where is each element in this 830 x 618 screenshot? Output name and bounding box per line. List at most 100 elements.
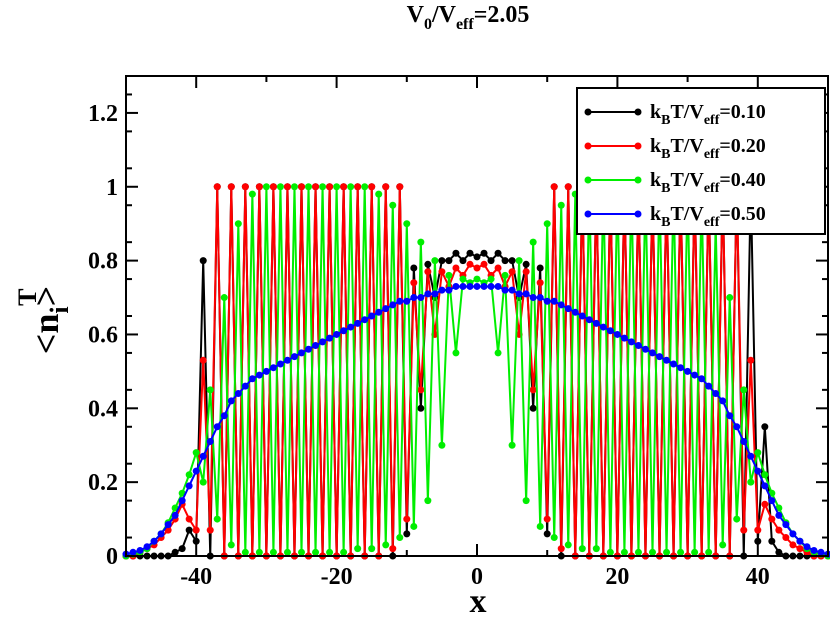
data-point — [361, 183, 369, 191]
x-tick-label: 0 — [471, 564, 483, 590]
data-point — [213, 423, 221, 431]
data-point — [283, 183, 291, 191]
series-group — [122, 183, 830, 560]
data-point — [550, 183, 558, 191]
title-slash: /V — [431, 2, 457, 28]
data-point — [171, 548, 179, 556]
data-point — [529, 294, 537, 302]
y-tick-label: 0.8 — [88, 249, 118, 275]
data-point — [396, 297, 404, 305]
data-point — [810, 546, 818, 554]
data-point — [326, 183, 334, 191]
data-point — [389, 545, 397, 553]
data-point — [740, 386, 748, 394]
data-point — [241, 382, 249, 390]
data-point — [543, 297, 551, 305]
data-point — [431, 290, 439, 298]
data-point — [599, 323, 607, 331]
y-tick-label: 0.6 — [88, 322, 118, 348]
data-point — [466, 249, 474, 257]
data-point — [663, 548, 671, 556]
title-sub0: 0 — [424, 16, 432, 33]
data-point — [578, 545, 586, 553]
data-point — [726, 294, 734, 302]
data-point — [199, 452, 207, 460]
legend-marker-4a — [584, 210, 592, 218]
data-point — [283, 548, 291, 556]
data-point — [522, 497, 530, 505]
y-tick-label: 1 — [106, 175, 118, 201]
data-point — [192, 467, 200, 475]
data-point — [754, 537, 762, 545]
data-point — [508, 268, 516, 276]
data-point — [403, 530, 411, 538]
data-point — [438, 441, 446, 449]
data-point — [634, 548, 642, 556]
data-point — [529, 238, 537, 246]
data-point — [803, 543, 811, 551]
data-point — [262, 367, 270, 375]
data-point — [473, 282, 481, 290]
data-point — [396, 534, 404, 542]
data-point — [227, 183, 235, 191]
data-point — [129, 548, 137, 556]
title-rest: =2.05 — [474, 2, 530, 28]
data-point — [494, 282, 502, 290]
data-point — [241, 548, 249, 556]
data-point — [768, 515, 776, 523]
data-point — [220, 294, 228, 302]
data-point — [150, 537, 158, 545]
data-point — [452, 282, 460, 290]
data-point — [649, 548, 656, 556]
data-point — [796, 545, 804, 553]
data-point — [375, 190, 383, 198]
data-point — [649, 349, 656, 357]
data-point — [564, 541, 572, 549]
data-point — [789, 530, 797, 538]
data-point — [663, 356, 671, 364]
data-point — [536, 279, 544, 287]
data-point — [276, 360, 284, 368]
data-point — [620, 548, 628, 556]
data-point — [452, 249, 460, 257]
legend-marker-1b — [634, 108, 642, 116]
data-point — [543, 530, 551, 538]
data-point — [796, 537, 804, 545]
ylabel-sup: T — [13, 289, 42, 306]
data-point — [522, 268, 530, 276]
data-point — [515, 257, 523, 265]
data-point — [213, 515, 221, 523]
data-point — [298, 548, 305, 556]
data-point — [192, 537, 200, 545]
data-point — [747, 478, 755, 486]
data-point — [389, 301, 397, 309]
data-point — [382, 183, 390, 191]
data-point — [480, 260, 488, 268]
data-point — [641, 345, 649, 353]
data-point — [255, 183, 263, 191]
data-point — [417, 404, 425, 412]
title-v: V — [407, 2, 425, 28]
legend-entry-1: kBT/Veff=0.10 — [584, 101, 766, 128]
data-point — [529, 404, 537, 412]
data-point — [501, 271, 509, 279]
legend-marker-2a — [584, 142, 592, 150]
data-point — [368, 312, 376, 320]
data-point — [333, 183, 341, 191]
data-point — [536, 294, 544, 302]
data-point — [459, 257, 467, 265]
data-point — [326, 334, 334, 342]
data-point — [185, 482, 193, 490]
data-point — [487, 275, 495, 283]
data-point — [136, 546, 144, 554]
data-point — [164, 521, 172, 529]
data-point — [255, 548, 263, 556]
data-point — [501, 257, 509, 265]
data-point — [410, 279, 418, 287]
data-point — [606, 327, 614, 335]
data-point — [740, 438, 748, 446]
data-point — [775, 526, 783, 534]
data-point — [634, 342, 642, 350]
title-sub1: eff — [456, 16, 474, 33]
data-point — [775, 548, 783, 556]
